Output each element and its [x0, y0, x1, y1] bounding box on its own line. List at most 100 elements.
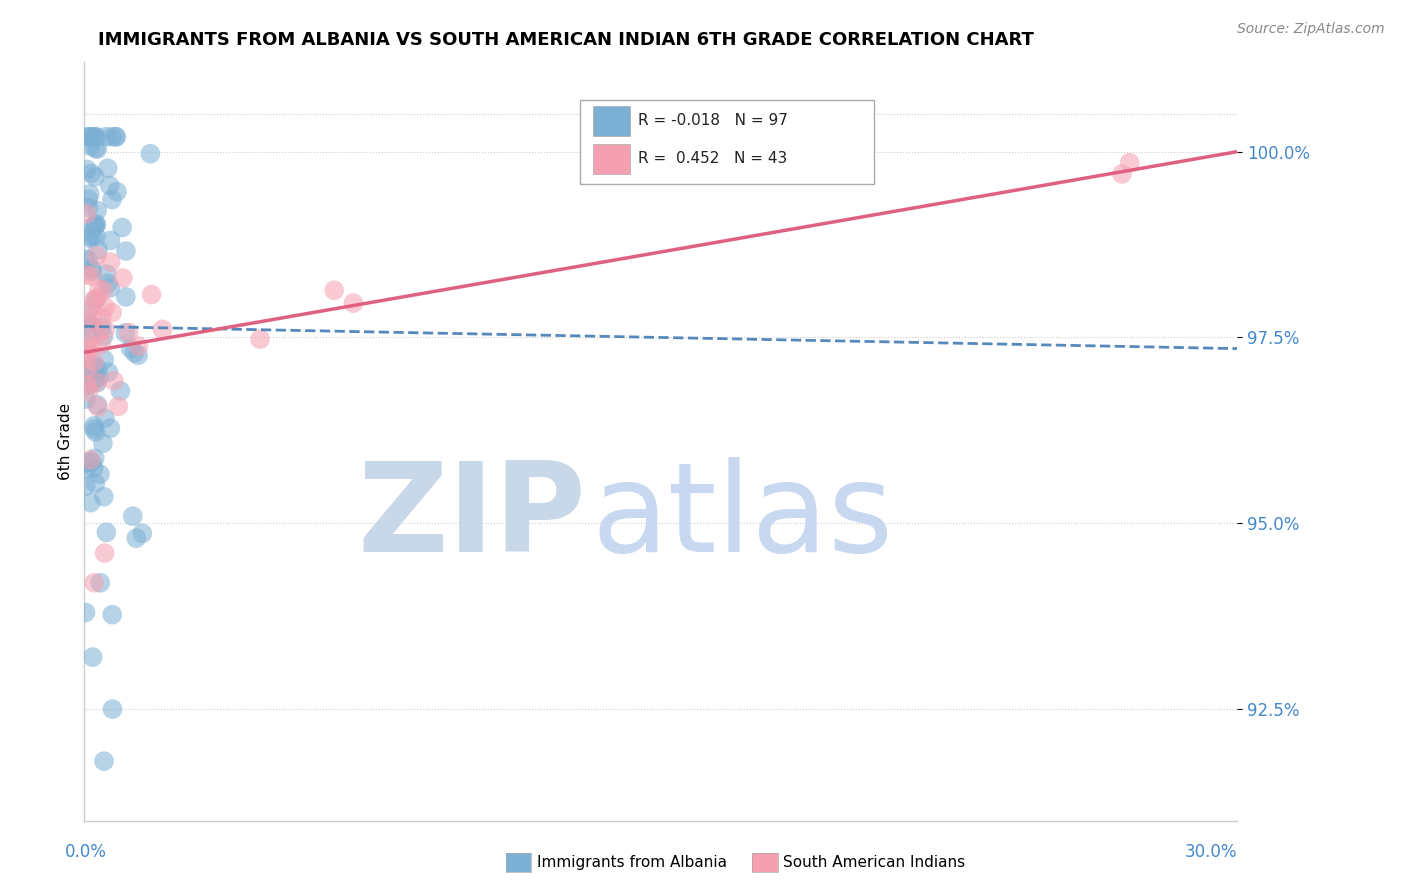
Point [249, 332, 271, 346]
Point [93, 283, 115, 297]
Point [120, 342, 142, 356]
Point [93, 754, 115, 768]
Point [75, 362, 97, 376]
Point [86, 375, 108, 389]
Point [152, 322, 174, 336]
Point [84, 141, 107, 155]
Point [84, 217, 107, 231]
Point [87, 282, 110, 296]
Point [86, 291, 108, 305]
Point [83, 422, 105, 436]
Point [82, 269, 104, 284]
Text: IMMIGRANTS FROM ALBANIA VS SOUTH AMERICAN INDIAN 6TH GRADE CORRELATION CHART: IMMIGRANTS FROM ALBANIA VS SOUTH AMERICA… [98, 31, 1035, 49]
Point [101, 607, 124, 622]
Point [82, 264, 104, 278]
Point [101, 193, 124, 207]
Point [84, 372, 107, 386]
Point [80, 339, 103, 353]
Point [83, 418, 105, 433]
Point [79, 452, 101, 467]
Point [89, 575, 111, 590]
Point [84, 219, 107, 233]
Point [86, 249, 108, 263]
Point [84, 476, 107, 491]
Point [87, 400, 110, 414]
Point [96, 525, 118, 540]
Point [83, 293, 105, 307]
Point [94, 411, 117, 425]
FancyBboxPatch shape [593, 145, 630, 174]
Point [83, 129, 105, 144]
FancyBboxPatch shape [593, 106, 630, 136]
Point [84, 293, 107, 308]
Point [107, 399, 129, 413]
Point [125, 531, 148, 545]
Point [84, 425, 107, 439]
Point [101, 129, 124, 144]
Point [83, 367, 105, 381]
Text: R =  0.452   N = 43: R = 0.452 N = 43 [638, 152, 787, 166]
Point [1118, 156, 1140, 170]
Point [77, 192, 100, 206]
Point [93, 352, 115, 367]
Point [100, 234, 122, 248]
Point [75, 336, 97, 351]
Text: 30.0%: 30.0% [1185, 843, 1237, 861]
Point [76, 378, 98, 392]
Point [127, 339, 149, 353]
Point [83, 461, 105, 475]
Point [90, 310, 112, 325]
Point [83, 575, 105, 590]
Point [76, 343, 98, 358]
Point [93, 329, 115, 343]
Point [76, 336, 98, 351]
Point [114, 290, 136, 304]
Point [89, 467, 111, 482]
Point [131, 526, 153, 541]
Point [75, 392, 97, 406]
Point [124, 345, 146, 359]
Text: ZIP: ZIP [357, 457, 586, 578]
Point [76, 306, 98, 320]
Point [87, 369, 110, 384]
Point [94, 323, 117, 337]
Point [79, 139, 101, 153]
Point [77, 229, 100, 244]
Text: South American Indians: South American Indians [783, 855, 966, 870]
Point [342, 296, 364, 310]
Text: Source: ZipAtlas.com: Source: ZipAtlas.com [1237, 22, 1385, 37]
Point [111, 220, 134, 235]
Point [75, 129, 97, 144]
Point [80, 376, 103, 390]
Point [86, 129, 108, 144]
Point [82, 322, 104, 336]
Point [76, 362, 98, 376]
Point [93, 490, 115, 504]
Point [94, 300, 117, 314]
Point [80, 496, 103, 510]
Point [83, 451, 105, 466]
Point [82, 650, 104, 665]
Point [100, 255, 122, 269]
Point [323, 283, 346, 297]
Point [117, 326, 139, 340]
Point [96, 267, 118, 281]
Point [98, 178, 121, 193]
Point [75, 462, 97, 476]
FancyBboxPatch shape [581, 101, 875, 184]
Point [110, 384, 132, 398]
Text: R = -0.018   N = 97: R = -0.018 N = 97 [638, 113, 787, 128]
Point [83, 355, 105, 369]
Point [75, 479, 97, 493]
Point [82, 300, 104, 314]
Point [86, 203, 108, 218]
Point [77, 200, 100, 214]
Point [91, 436, 114, 450]
Point [105, 129, 128, 144]
Point [76, 253, 98, 268]
Point [79, 318, 101, 332]
Point [76, 455, 98, 469]
Point [75, 351, 97, 366]
Point [86, 142, 108, 156]
Point [75, 355, 97, 369]
